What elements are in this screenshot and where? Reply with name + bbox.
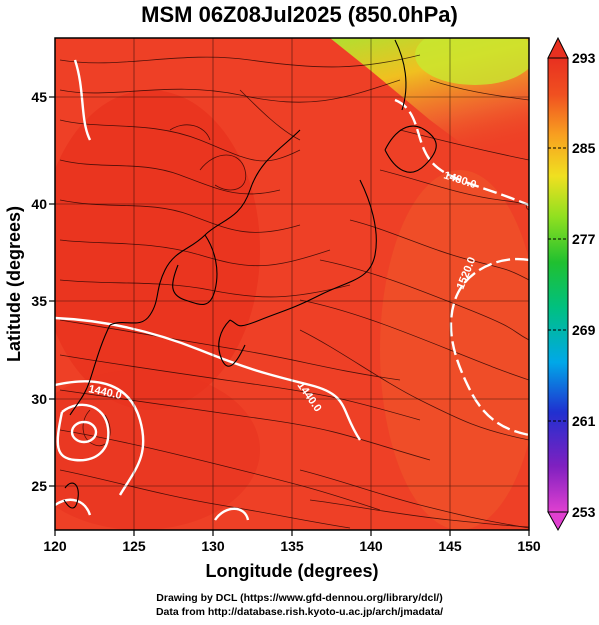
grid-lines [55, 38, 529, 530]
x-tick-label: 125 [122, 538, 146, 554]
data-source-credit: Data from http://database.rish.kyoto-u.a… [155, 606, 444, 618]
asia-coast [109, 129, 301, 326]
x-tick-label: 130 [201, 538, 225, 554]
y-tick-label: 30 [31, 391, 47, 407]
korea-coast [172, 234, 218, 305]
kyushu-coast [218, 319, 246, 367]
contour-1520 [449, 257, 529, 437]
contour-1480 [394, 98, 529, 207]
x-tick-label: 150 [517, 538, 541, 554]
y-tick-label: 25 [31, 478, 47, 494]
x-tick-labels: 120 125 130 135 140 145 150 [43, 538, 541, 554]
warm-patch-continent [55, 90, 260, 410]
contour-south-loop [214, 507, 250, 521]
y-axis-title: Latitude (degrees) [4, 206, 24, 362]
y-tick-label: 45 [31, 89, 47, 105]
drawing-credit: Drawing by DCL (https://www.gfd-dennou.o… [156, 592, 443, 604]
contour-southwest-corner [55, 498, 92, 516]
colorbar-label: 269 [572, 322, 596, 338]
tick-marks [49, 96, 530, 536]
x-tick-label: 120 [43, 538, 67, 554]
wind-streamlines [59, 54, 529, 529]
x-tick-label: 140 [359, 538, 383, 554]
colorbar-label: 253 [572, 504, 596, 520]
cool-patch-northeast [415, 38, 529, 85]
x-tick-label: 135 [280, 538, 304, 554]
honshu-coast [229, 179, 377, 327]
y-tick-label: 35 [31, 293, 47, 309]
contour-northwest-edge [73, 59, 92, 141]
colorbar-top-arrow [547, 36, 569, 59]
contour-low-ring-outer [56, 403, 110, 462]
colorbar-body [547, 57, 569, 513]
colorbar: 293 285 277 269 261 253 [547, 36, 596, 532]
colorbar-bottom-arrow [547, 511, 569, 532]
coastlines [63, 39, 437, 509]
chart-title: MSM 06Z08Jul2025 (850.0hPa) [141, 2, 458, 27]
x-tick-label: 145 [438, 538, 462, 554]
colorbar-label: 277 [572, 231, 596, 247]
colorbar-label: 285 [572, 140, 596, 156]
china-coast [69, 324, 111, 416]
colorbar-label: 261 [572, 413, 596, 429]
contour-low-ring-inner [70, 420, 98, 444]
y-tick-labels: 25 30 35 40 45 [31, 89, 47, 494]
hokkaido-coast [384, 125, 437, 173]
x-axis-title: Longitude (degrees) [205, 561, 378, 581]
mild-patch-east [380, 170, 529, 530]
contour-1440-upper [55, 316, 361, 441]
taiwan-coast [63, 482, 79, 509]
sakhalin-coast [394, 39, 407, 111]
y-tick-label: 40 [31, 196, 47, 212]
colorbar-label: 293 [572, 50, 596, 66]
